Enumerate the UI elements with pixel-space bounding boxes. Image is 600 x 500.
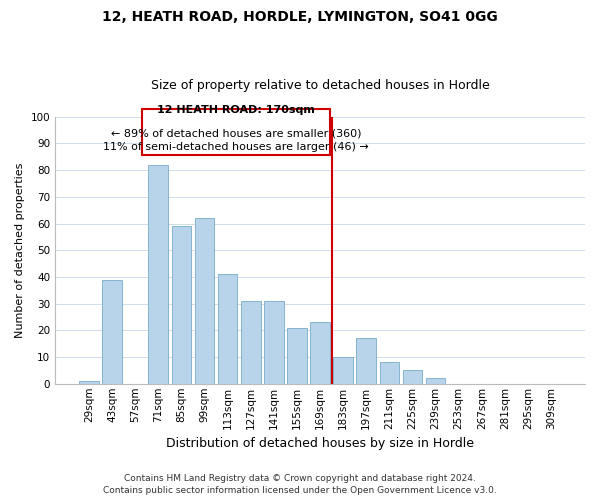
Bar xyxy=(426,378,445,384)
Bar xyxy=(194,218,214,384)
Bar xyxy=(310,322,330,384)
Bar xyxy=(218,274,238,384)
Bar xyxy=(172,226,191,384)
Bar xyxy=(287,328,307,384)
Y-axis label: Number of detached properties: Number of detached properties xyxy=(15,162,25,338)
Bar xyxy=(334,357,353,384)
Bar xyxy=(380,362,399,384)
Bar xyxy=(264,301,284,384)
Bar xyxy=(79,381,99,384)
Text: 12, HEATH ROAD, HORDLE, LYMINGTON, SO41 0GG: 12, HEATH ROAD, HORDLE, LYMINGTON, SO41 … xyxy=(102,10,498,24)
Text: ← 89% of detached houses are smaller (360): ← 89% of detached houses are smaller (36… xyxy=(111,129,362,139)
FancyBboxPatch shape xyxy=(142,109,331,156)
Bar xyxy=(403,370,422,384)
Bar xyxy=(356,338,376,384)
Title: Size of property relative to detached houses in Hordle: Size of property relative to detached ho… xyxy=(151,79,490,92)
X-axis label: Distribution of detached houses by size in Hordle: Distribution of detached houses by size … xyxy=(166,437,474,450)
Text: Contains HM Land Registry data © Crown copyright and database right 2024.
Contai: Contains HM Land Registry data © Crown c… xyxy=(103,474,497,495)
Bar xyxy=(241,301,260,384)
Bar xyxy=(148,165,168,384)
Text: 11% of semi-detached houses are larger (46) →: 11% of semi-detached houses are larger (… xyxy=(103,142,369,152)
Text: 12 HEATH ROAD: 170sqm: 12 HEATH ROAD: 170sqm xyxy=(157,106,315,116)
Bar xyxy=(102,280,122,384)
